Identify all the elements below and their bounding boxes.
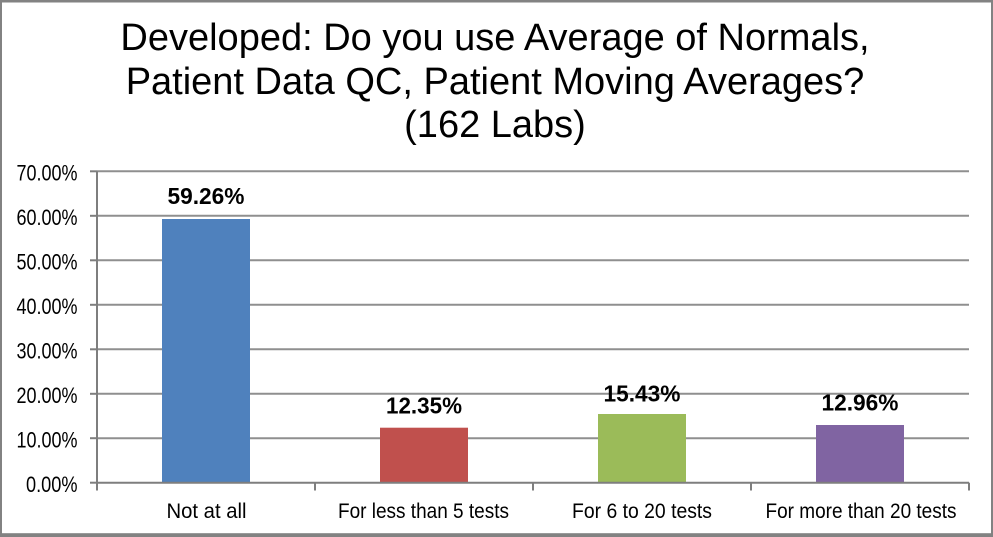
svg-text:12.35%: 12.35% <box>386 393 462 419</box>
svg-text:12.96%: 12.96% <box>822 390 899 416</box>
svg-text:Not at all: Not at all <box>167 500 247 523</box>
svg-text:For less than 5 tests: For less than 5 tests <box>338 500 509 523</box>
svg-text:Patient Data QC, Patient Movin: Patient Data QC, Patient Moving Averages… <box>126 61 865 103</box>
svg-text:15.43%: 15.43% <box>604 381 681 407</box>
svg-text:For 6 to 20 tests: For 6 to 20 tests <box>572 500 712 523</box>
svg-text:40.00%: 40.00% <box>17 294 78 319</box>
svg-text:60.00%: 60.00% <box>17 205 78 230</box>
svg-text:For more than 20 tests: For more than 20 tests <box>766 500 957 523</box>
svg-text:70.00%: 70.00% <box>17 161 78 186</box>
svg-text:0.00%: 0.00% <box>26 472 78 497</box>
svg-text:20.00%: 20.00% <box>17 383 78 408</box>
svg-text:50.00%: 50.00% <box>17 250 78 275</box>
svg-text:Developed: Do you use Average: Developed: Do you use Average of Normals… <box>120 17 869 59</box>
svg-text:59.26%: 59.26% <box>168 183 245 209</box>
svg-text:(162 Labs): (162 Labs) <box>404 104 586 146</box>
svg-text:30.00%: 30.00% <box>17 339 78 364</box>
svg-text:10.00%: 10.00% <box>17 428 78 453</box>
